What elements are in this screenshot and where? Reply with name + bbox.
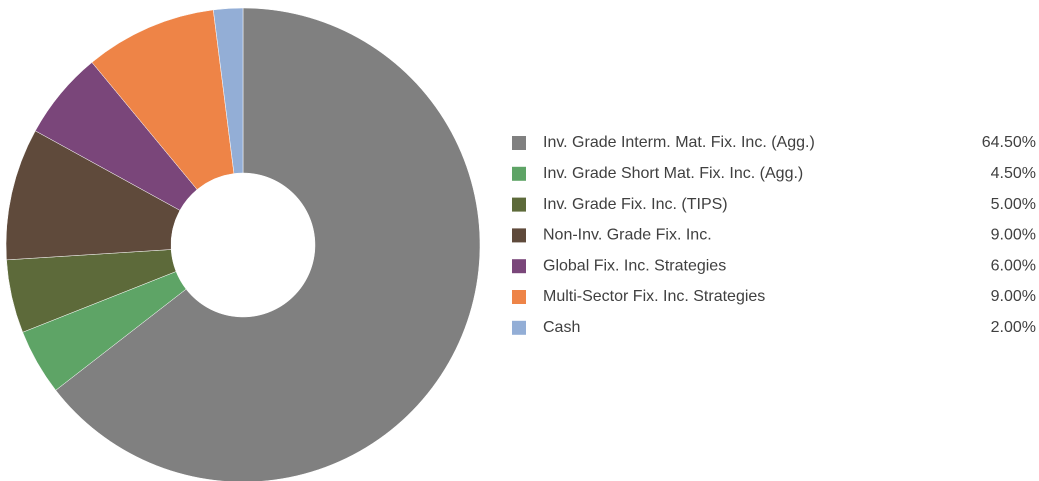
legend-value: 9.00% [991, 288, 1036, 305]
legend-label: Non-Inv. Grade Fix. Inc. [543, 227, 712, 244]
legend-swatch [512, 320, 526, 335]
legend-value: 6.00% [991, 257, 1036, 274]
legend-value: 4.50% [991, 165, 1036, 182]
legend-value: 5.00% [991, 196, 1036, 213]
legend-label: Inv. Grade Short Mat. Fix. Inc. (Agg.) [543, 165, 803, 182]
legend-swatch [512, 228, 526, 243]
legend-swatch [512, 290, 526, 304]
legend-swatch [512, 166, 526, 181]
legend-label: Multi-Sector Fix. Inc. Strategies [543, 288, 765, 305]
donut-slice [213, 7, 244, 174]
legend-label: Inv. Grade Fix. Inc. (TIPS) [543, 196, 728, 213]
donut-slice [91, 9, 235, 190]
legend-value: 2.00% [991, 319, 1036, 336]
legend-label: Cash [543, 319, 580, 336]
legend-value: 64.50% [982, 134, 1036, 151]
legend-label: Inv. Grade Interm. Mat. Fix. Inc. (Agg.) [543, 134, 815, 151]
donut-slice [5, 130, 181, 261]
legend-swatch [512, 259, 526, 274]
legend-value: 9.00% [991, 227, 1036, 244]
legend-label: Global Fix. Inc. Strategies [543, 257, 726, 274]
legend-swatch [512, 197, 526, 212]
donut-slice [55, 7, 481, 481]
legend-swatch [512, 136, 526, 150]
